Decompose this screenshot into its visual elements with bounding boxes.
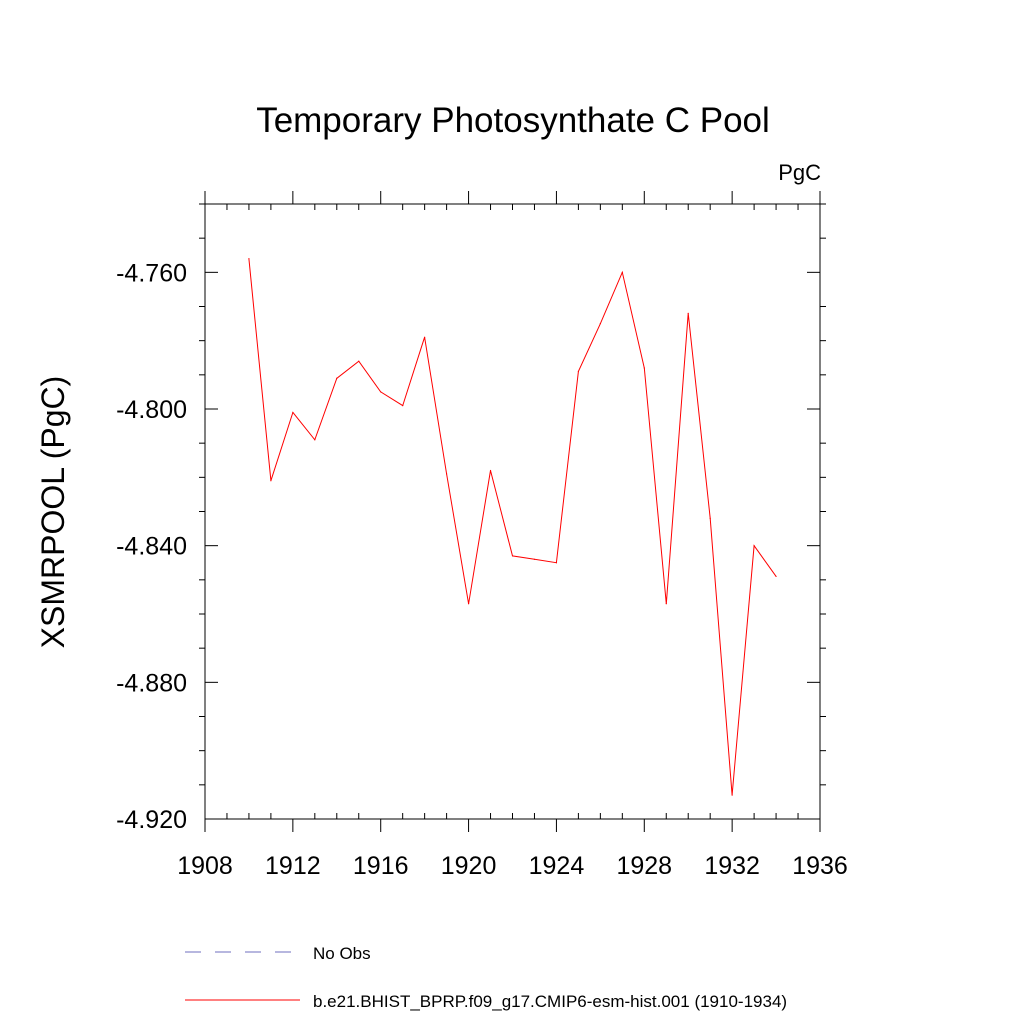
y-tick-label: -4.760: [116, 259, 187, 287]
series-line: [248, 258, 777, 796]
y-tick-label: -4.880: [116, 669, 187, 697]
x-tick-label: 1920: [441, 852, 497, 880]
data-point: [402, 404, 404, 407]
legend-label-model: b.e21.BHIST_BPRP.f09_g17.CMIP6-esm-hist.…: [313, 992, 787, 1011]
data-point: [753, 545, 755, 547]
x-tick-label: 1916: [353, 852, 409, 880]
data-point: [358, 360, 360, 362]
data-point: [643, 367, 645, 369]
data-point: [665, 603, 667, 605]
units-label: PgC: [778, 160, 821, 185]
y-tick-label: -4.800: [116, 396, 187, 424]
y-tick-label: -4.920: [116, 806, 187, 834]
data-point: [489, 469, 492, 472]
x-tick-labels: 1908 1912 1916 1920 1924 1928 1932 1936: [177, 852, 848, 880]
legend-label-no-obs: No Obs: [313, 944, 371, 963]
x-tick-label: 1912: [265, 852, 321, 880]
x-tick-label: 1924: [529, 852, 585, 880]
data-point: [424, 336, 426, 338]
y-tick-label: -4.840: [116, 533, 187, 561]
y-axis-label: XSMRPOOL (PgC): [35, 376, 71, 649]
data-point: [775, 575, 777, 578]
data-point: [687, 312, 689, 314]
data-point: [314, 439, 316, 441]
data-point: [248, 258, 250, 260]
x-tick-label: 1932: [704, 852, 760, 880]
plot-frame: [204, 203, 821, 820]
data-point: [599, 322, 601, 325]
data-point: [336, 377, 338, 379]
x-tick-label: 1928: [616, 852, 672, 880]
data-point: [270, 480, 272, 482]
x-tick-label: 1908: [177, 852, 233, 880]
data-point: [292, 411, 294, 414]
data-point: [577, 370, 579, 373]
data-point: [380, 391, 382, 393]
y-tick-labels: -4.760 -4.800 -4.840 -4.880 -4.920: [116, 259, 187, 834]
data-point: [511, 555, 514, 557]
data-point: [467, 603, 470, 605]
data-point: [533, 558, 536, 560]
data-point: [446, 473, 448, 475]
data-point: [621, 271, 623, 273]
data-point: [731, 794, 733, 796]
legend: No Obs b.e21.BHIST_BPRP.f09_g17.CMIP6-es…: [185, 944, 787, 1011]
axis-ticks: [199, 191, 826, 832]
series-group: [248, 258, 777, 796]
x-tick-label: 1936: [792, 852, 848, 880]
data-point: [709, 517, 711, 519]
chart-title: Temporary Photosynthate C Pool: [256, 101, 770, 140]
data-point: [555, 562, 558, 564]
